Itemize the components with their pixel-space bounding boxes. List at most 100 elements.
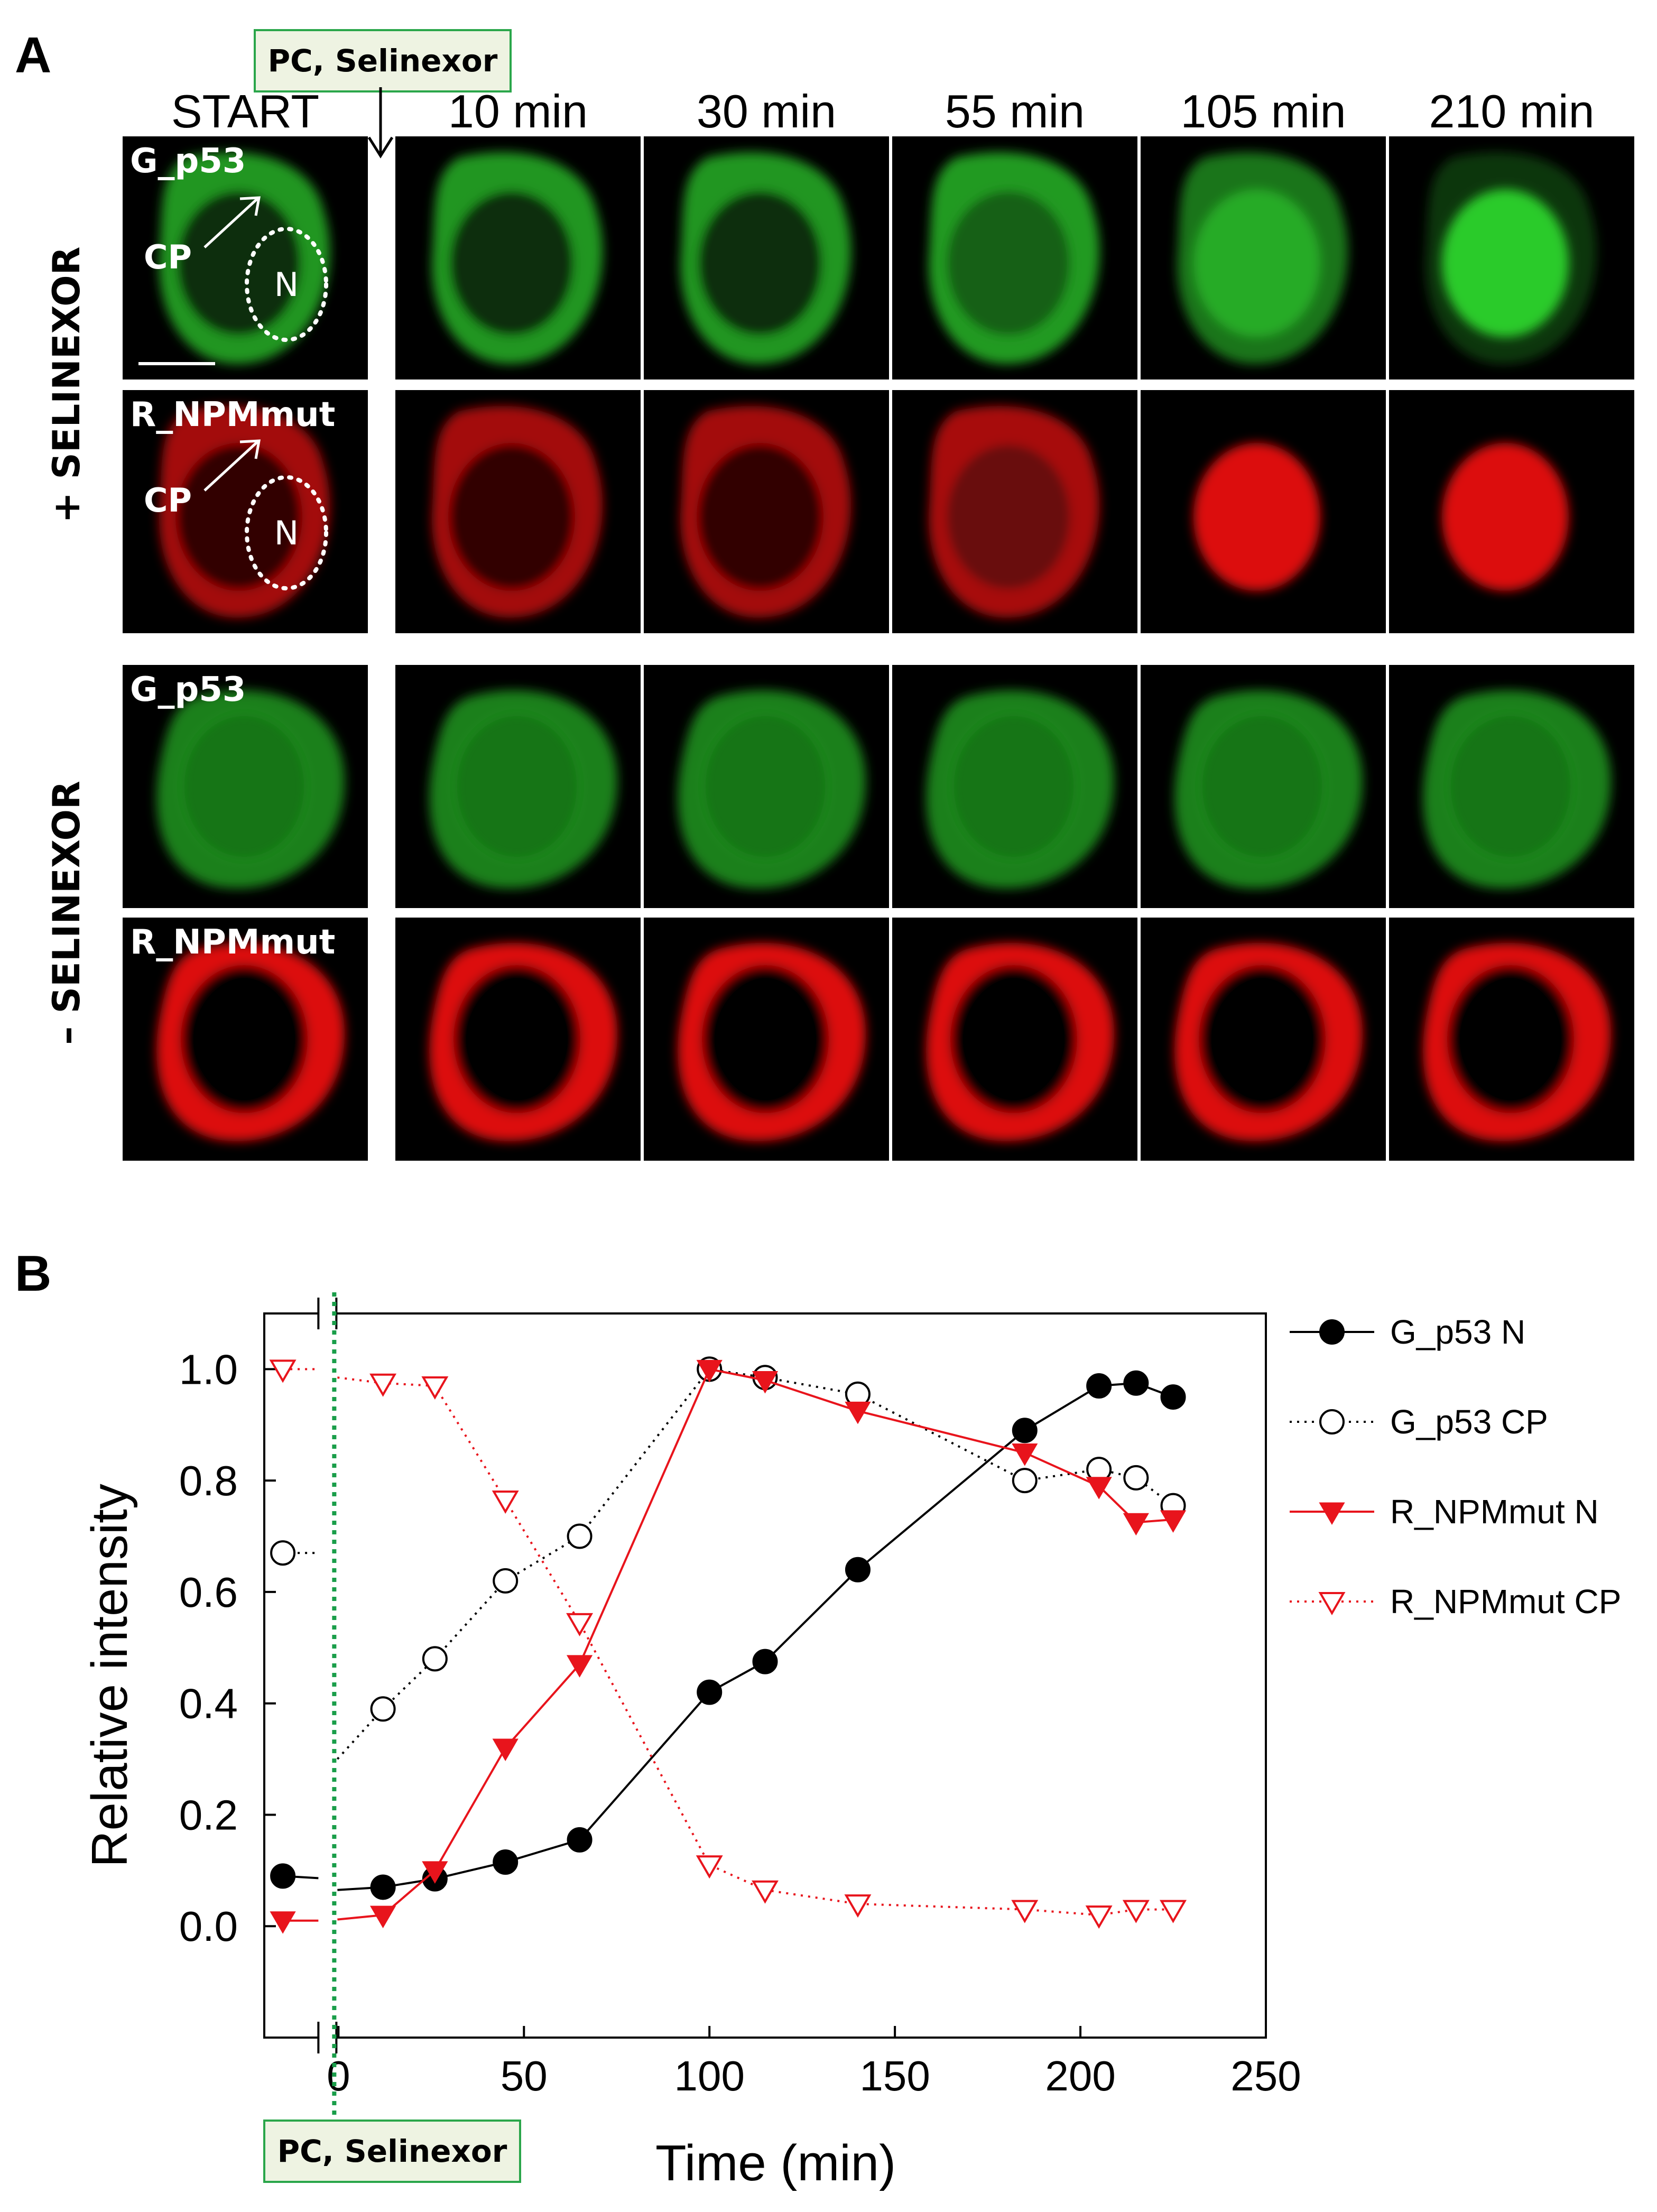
data-point [492,1738,519,1761]
micrograph-tile [1141,136,1386,380]
cytoplasm-label: CP [144,481,192,520]
data-point [1123,1370,1149,1396]
data-point [1122,1900,1150,1923]
panel-b-letter: B [15,1245,52,1302]
data-point [1123,1465,1149,1491]
annotation-overlay: N CP [144,439,328,590]
micrograph-tile: G_p53 [123,665,368,908]
y-tick-label: 1.0 [179,1346,238,1393]
data-point [752,1649,778,1674]
channel-label: G_p53 [130,670,246,709]
micrograph-tile [1389,136,1634,380]
panel-a-callout: PC, Selinexor [254,29,512,92]
cytoplasm-label: CP [144,238,192,276]
group-label-1: – SELINEXOR [45,781,88,1045]
micrograph-tile [1141,665,1386,908]
data-point [752,1880,779,1904]
micrograph-tile [644,390,889,633]
data-point [1012,1443,1038,1466]
micrograph-tile: R_NPMmut [123,918,368,1161]
data-point [845,1557,871,1582]
data-point [696,1359,723,1383]
micrograph-tile [644,665,889,908]
data-point [493,1568,519,1594]
data-point [269,1359,297,1383]
legend-marker [1319,1319,1345,1345]
y-tick-label: 0.4 [179,1680,238,1727]
y-tick-label: 0.2 [179,1791,238,1838]
x-tick-label: 150 [859,2052,930,2099]
legend-label: R_NPMmut N [1390,1493,1599,1531]
data-point [493,1849,519,1875]
micrograph-tile [395,390,641,633]
y-axis-title: Relative intensity [81,1484,138,1867]
group-label-0: + SELINEXOR [45,246,88,523]
data-point [422,1861,448,1884]
data-point [567,1523,593,1549]
data-point [1160,1900,1187,1923]
data-point [1086,1373,1112,1399]
micrograph-tile [1389,390,1634,633]
data-point [844,1894,872,1918]
micrograph-tile [892,918,1137,1161]
data-point [1123,1513,1149,1536]
data-point [370,1874,396,1900]
micrograph-tile [1141,390,1386,633]
panel-b-callout: PC, Selinexor [263,2120,521,2183]
data-point [566,1655,593,1678]
data-point [1012,1418,1038,1443]
legend-marker [1319,1502,1345,1525]
micrograph-tile [1141,918,1386,1161]
x-tick-label: 100 [674,2052,744,2099]
column-header-4: 105 min [1180,85,1346,137]
micrograph-tile [644,918,889,1161]
x-tick-label: 50 [501,2052,548,2099]
data-point [567,1827,593,1853]
channel-label: G_p53 [130,142,246,181]
plot-frame [263,1312,1267,2039]
data-point [752,1371,779,1394]
column-header-3: 55 min [945,85,1085,137]
data-point [370,1696,396,1722]
x-axis-title: Time (min) [655,2135,896,2191]
x-tick-label: 200 [1045,2052,1115,2099]
channel-label: R_NPMmut [130,923,336,962]
data-point [566,1613,594,1636]
x-tick-label: 0 [327,2052,350,2099]
intensity-chart: 0 50 100 150 200 250 0.0 0.2 0.4 0.6 0.8 1.0 Time (m… [81,1292,1621,2191]
data-point [696,1855,723,1879]
legend-marker [1318,1592,1346,1615]
micrograph-tile [644,136,889,380]
annotation-overlay: N CP [138,196,328,365]
data-point [1012,1468,1038,1494]
micrograph-tile [395,918,641,1161]
legend-label: R_NPMmut CP [1390,1582,1621,1621]
series-line [337,1376,1173,1917]
data-point [1160,1510,1187,1533]
micrograph-tile [1389,665,1634,908]
legend-marker [1319,1409,1345,1434]
data-point [697,1679,723,1705]
data-point [492,1491,519,1514]
data-point [421,1376,449,1400]
data-point [1160,1384,1186,1410]
micrograph-tile: R_NPMmut N CP [123,390,368,633]
data-point [369,1373,397,1397]
data-point [1011,1900,1039,1923]
y-tick-label: 0.0 [179,1903,238,1950]
x-tick-label: 250 [1230,2052,1301,2099]
column-header-2: 30 min [696,85,837,137]
column-header-1: 10 min [448,85,588,137]
series-line [337,1368,1173,1921]
data-point [422,1646,448,1672]
nucleus-label: N [274,265,299,304]
micrograph-tile [892,665,1137,908]
data-point [270,1863,296,1889]
micrograph-tile [1389,918,1634,1161]
legend-label: G_p53 N [1390,1313,1525,1351]
y-tick-label: 0.8 [179,1457,238,1504]
micrograph-tile [395,136,641,380]
column-header-5: 210 min [1429,85,1595,137]
nucleus-label: N [274,514,299,552]
micrograph-tile [892,136,1137,380]
